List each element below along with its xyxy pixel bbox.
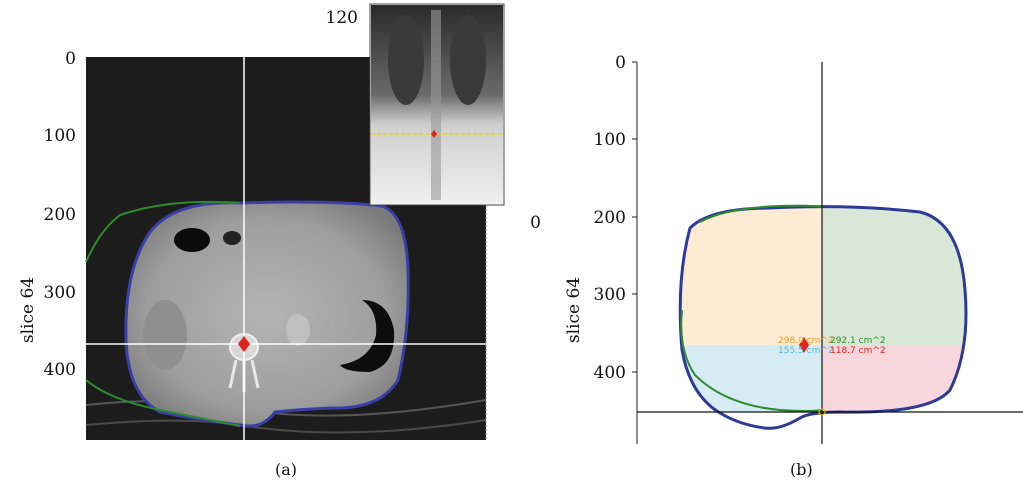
quadrant-upper-right bbox=[822, 206, 966, 345]
panel-b-ytick-400: 400 bbox=[593, 363, 626, 383]
area-marker bbox=[799, 337, 809, 353]
label-lower-right: 118.7 cm^2 bbox=[830, 346, 886, 356]
xray-marker bbox=[431, 130, 437, 138]
ct-gas-small bbox=[223, 231, 241, 245]
panel-b-ytick-0: 0 bbox=[615, 53, 626, 73]
ct-table-line-2 bbox=[85, 419, 487, 434]
inner-contour bbox=[680, 204, 823, 412]
panel-a-ytick-100: 100 bbox=[43, 126, 76, 146]
ct-outer-contour bbox=[124, 200, 410, 428]
label-upper-left: 298.0 cm^2 bbox=[778, 336, 834, 346]
xray-inset-tick-top: 120 bbox=[325, 8, 358, 28]
panel-b-ytick-300: 300 bbox=[593, 285, 626, 305]
panel-b: slice 64 0 100 200 300 400 bbox=[510, 0, 1023, 485]
panel-a-ytick-200: 200 bbox=[43, 205, 76, 225]
panel-a-ytick-400: 400 bbox=[43, 360, 76, 380]
ct-liver bbox=[143, 300, 187, 370]
panel-a-ytick-0: 0 bbox=[65, 49, 76, 69]
panel-a-ytick-300: 300 bbox=[43, 283, 76, 303]
xray-inset-tick-right: 0 bbox=[530, 213, 541, 233]
panel-b-caption: (b) bbox=[790, 460, 813, 479]
outer-contour bbox=[678, 205, 968, 430]
xray-lung-left bbox=[388, 15, 424, 105]
ct-slice-figure bbox=[85, 3, 505, 440]
ct-kidney bbox=[286, 314, 310, 346]
xray-spine bbox=[431, 10, 441, 200]
panel-b-ytick-100: 100 bbox=[593, 130, 626, 150]
panel-a-caption: (a) bbox=[275, 460, 298, 479]
ct-body bbox=[125, 202, 409, 427]
label-lower-left: 155.5 cm^2 bbox=[778, 346, 834, 356]
area-intersection bbox=[818, 408, 826, 416]
ct-inner-contour bbox=[85, 200, 241, 427]
ct-marker bbox=[238, 336, 250, 352]
panel-b-ytick-200: 200 bbox=[593, 208, 626, 228]
area-figure: 298.0 cm^2 292.1 cm^2 155.5 cm^2 118.7 c… bbox=[632, 61, 1023, 444]
ct-colon-dark bbox=[340, 300, 395, 372]
panel-a: slice 64 0 100 200 300 400 bbox=[0, 0, 541, 485]
label-upper-right: 292.1 cm^2 bbox=[830, 336, 886, 346]
quadrant-upper-left bbox=[680, 206, 822, 345]
ct-gas-bubble bbox=[174, 228, 210, 252]
xray-lung-right bbox=[450, 15, 486, 105]
